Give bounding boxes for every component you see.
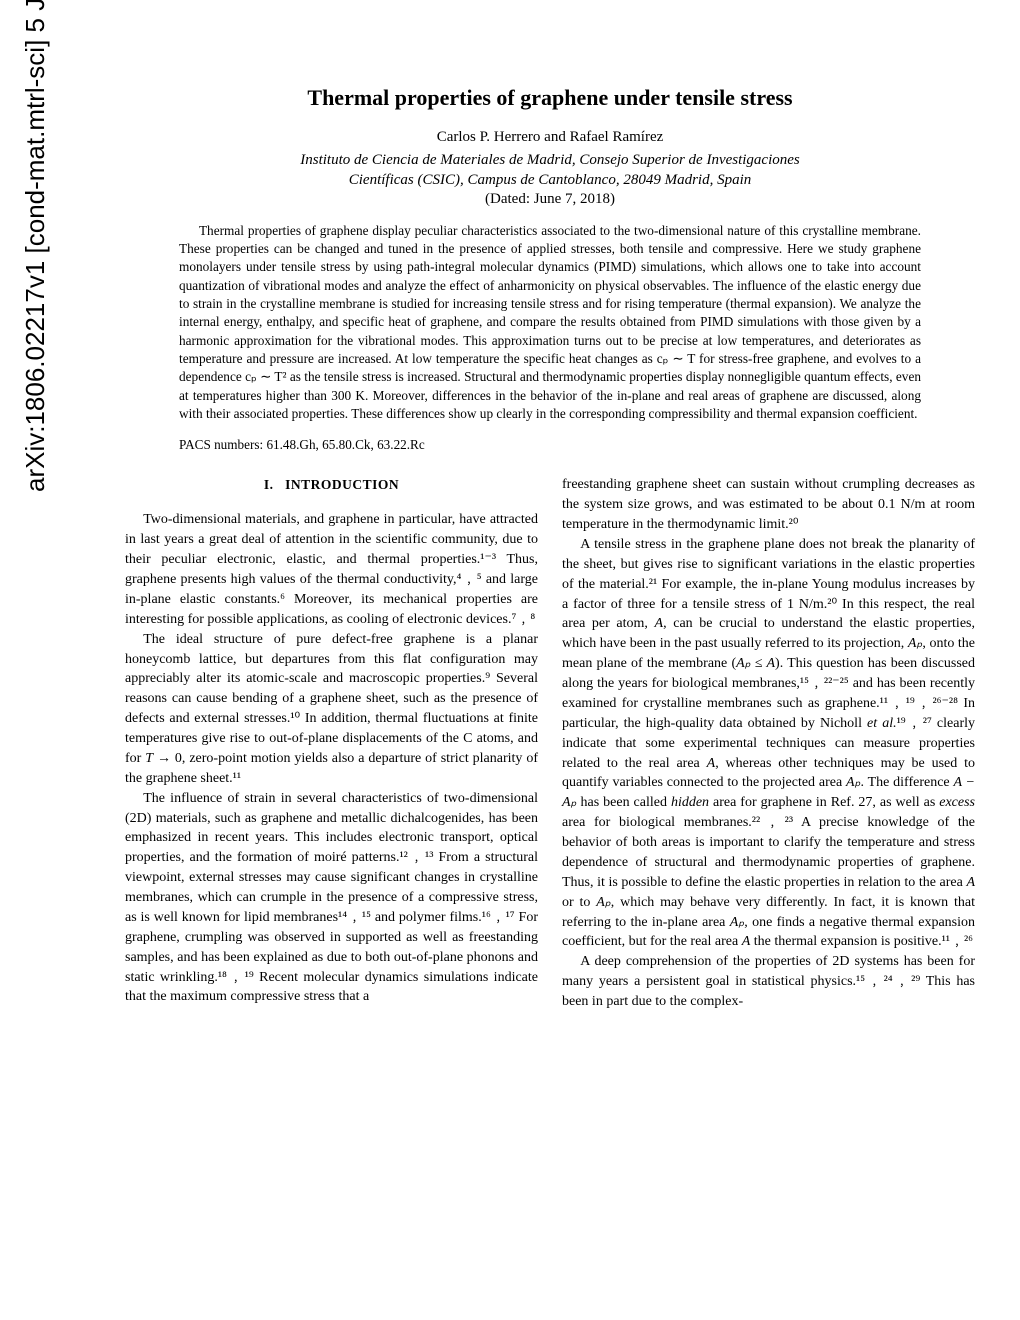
math-Ap: Aₚ: [596, 895, 611, 910]
math-A: A: [966, 875, 975, 890]
text-run: or to: [562, 895, 596, 910]
paragraph: freestanding graphene sheet can sustain …: [562, 475, 975, 535]
text-run: the thermal expansion is positive.¹¹﹐²⁶: [750, 934, 973, 949]
hidden-word: hidden: [671, 795, 709, 810]
math-A: A: [742, 934, 751, 949]
paragraph: The ideal structure of pure defect-free …: [125, 630, 538, 789]
paragraph: Two-dimensional materials, and graphene …: [125, 510, 538, 629]
paper-date: (Dated: June 7, 2018): [125, 191, 975, 208]
two-column-body: I. INTRODUCTION Two-dimensional material…: [125, 475, 975, 1012]
text-run: has been called: [577, 795, 671, 810]
authors: Carlos P. Herrero and Rafael Ramírez: [125, 129, 975, 146]
affiliation-line-1: Instituto de Ciencia de Materiales de Ma…: [125, 150, 975, 170]
text-run: area for biological membranes.²²﹐²³ A pr…: [562, 815, 975, 890]
abstract: Thermal properties of graphene display p…: [179, 222, 921, 424]
text-run: . The difference: [861, 775, 954, 790]
excess-word: excess: [939, 795, 975, 810]
etal: et al.: [867, 716, 897, 731]
paragraph: A tensile stress in the graphene plane d…: [562, 535, 975, 952]
pacs-numbers: PACS numbers: 61.48.Gh, 65.80.Ck, 63.22.…: [179, 437, 921, 453]
section-number: I.: [264, 477, 274, 492]
paper-title: Thermal properties of graphene under ten…: [125, 85, 975, 111]
math-A: A: [655, 616, 664, 631]
section-header: I. INTRODUCTION: [125, 475, 538, 494]
paragraph: The influence of strain in several chara…: [125, 789, 538, 1008]
paragraph: A deep comprehension of the properties o…: [562, 952, 975, 1012]
section-title: INTRODUCTION: [285, 477, 399, 492]
affiliation-line-2: Científicas (CSIC), Campus de Cantoblanc…: [125, 170, 975, 190]
text-run: area for graphene in Ref. 27, as well as: [709, 795, 939, 810]
right-column: freestanding graphene sheet can sustain …: [562, 475, 975, 1012]
math-Ap: Aₚ: [730, 915, 745, 930]
math-Ap: Aₚ: [846, 775, 861, 790]
math-ineq: Aₚ ≤ A: [736, 656, 775, 671]
math-T: T: [145, 751, 153, 766]
math-A: A: [707, 756, 716, 771]
left-column: I. INTRODUCTION Two-dimensional material…: [125, 475, 538, 1012]
text-run: → 0, zero-point motion yields also a dep…: [125, 751, 538, 786]
arxiv-identifier: arXiv:1806.02217v1 [cond-mat.mtrl-sci] 5…: [20, 0, 51, 492]
paper-content: Thermal properties of graphene under ten…: [125, 85, 975, 1012]
math-Ap: Aₚ: [908, 636, 923, 651]
text-run: The ideal structure of pure defect-free …: [125, 632, 538, 766]
